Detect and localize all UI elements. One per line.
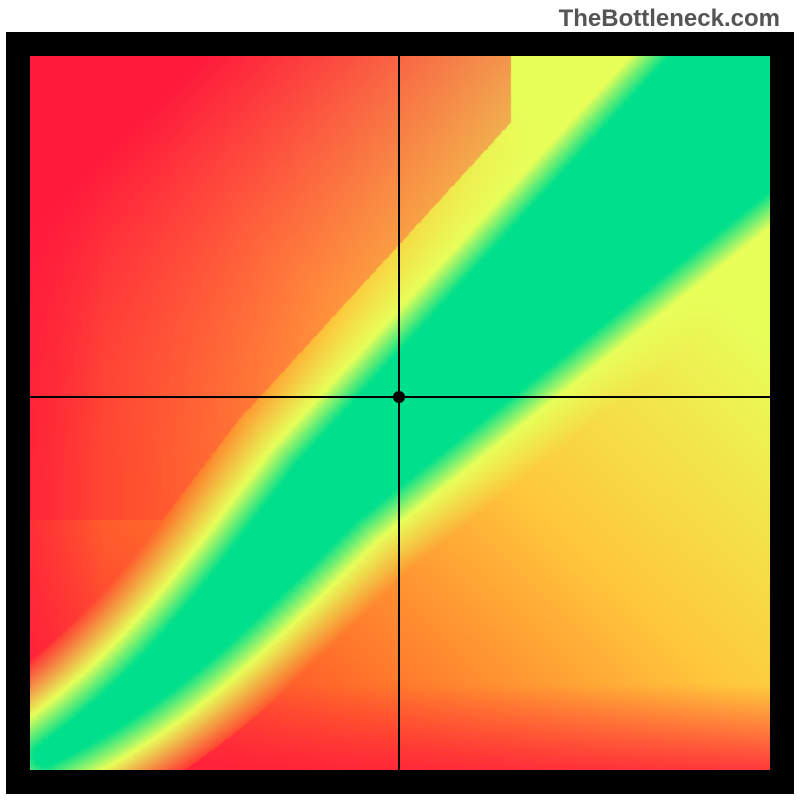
crosshair-marker <box>393 391 405 403</box>
bottleneck-heatmap <box>30 56 770 770</box>
crosshair-vertical <box>398 56 400 770</box>
chart-container: TheBottleneck.com <box>0 0 800 800</box>
watermark-text: TheBottleneck.com <box>559 5 780 33</box>
